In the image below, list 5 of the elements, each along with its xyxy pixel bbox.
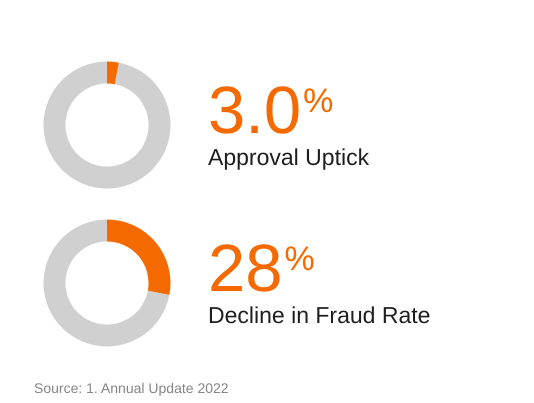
donut-slice bbox=[44, 62, 170, 188]
source-note: Source: 1. Annual Update 2022 bbox=[34, 380, 229, 396]
donut-slice bbox=[107, 62, 119, 84]
donut-slice bbox=[107, 220, 170, 295]
donut-slice bbox=[44, 220, 170, 346]
